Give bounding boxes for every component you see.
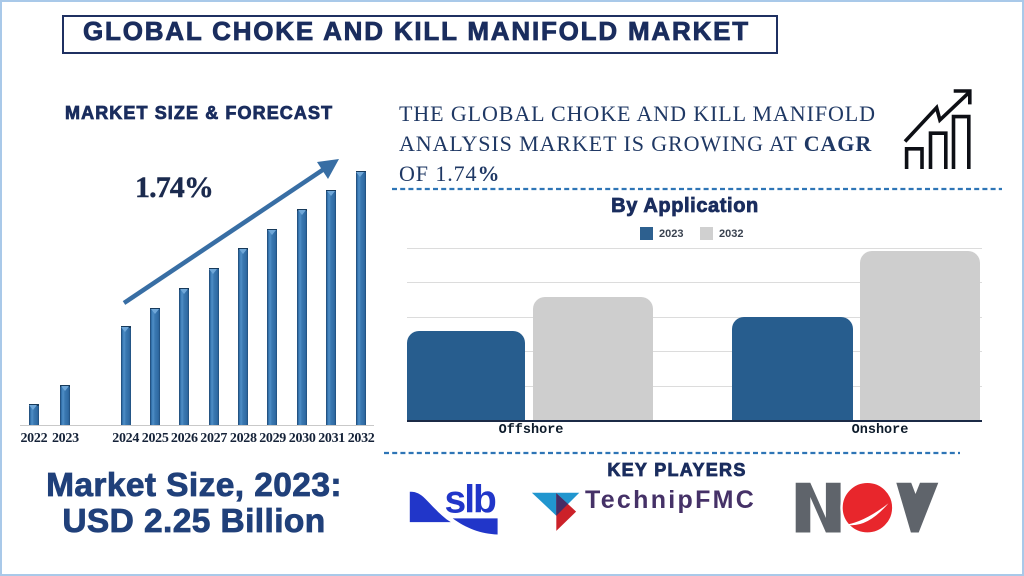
svg-text:slb: slb [445, 478, 497, 521]
